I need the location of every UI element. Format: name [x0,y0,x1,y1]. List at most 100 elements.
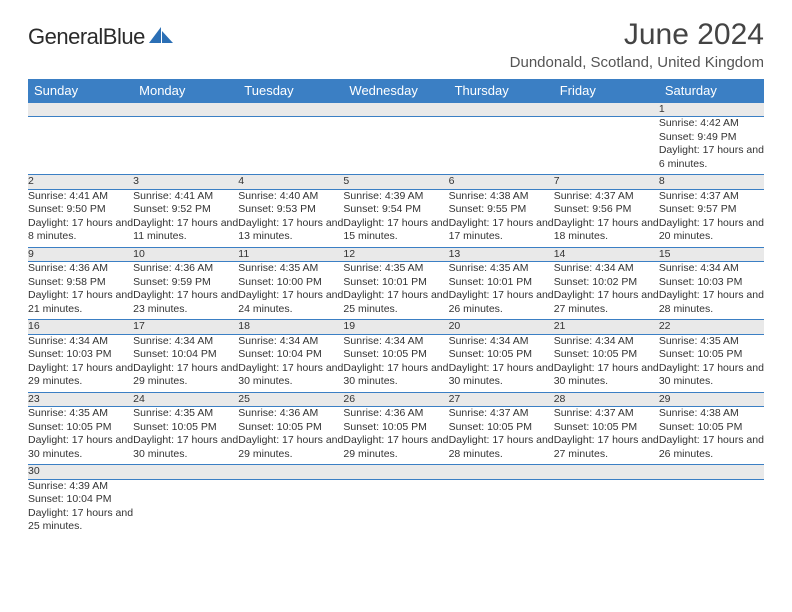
day-number: 25 [238,392,343,406]
day-number: 9 [28,247,133,261]
day-number [659,465,764,479]
day-number: 1 [659,103,764,117]
day-number: 3 [133,175,238,189]
day-number [554,103,659,117]
day-info: Sunrise: 4:36 AMSunset: 10:05 PMDaylight… [343,407,448,465]
day-number: 30 [28,465,133,479]
day-info: Sunrise: 4:39 AMSunset: 9:54 PMDaylight:… [343,189,448,247]
day-number [238,465,343,479]
day-number-row: 2345678 [28,175,764,189]
day-info-row: Sunrise: 4:41 AMSunset: 9:50 PMDaylight:… [28,189,764,247]
weekday-header: Wednesday [343,79,448,103]
day-number [449,103,554,117]
day-number [133,103,238,117]
day-info: Sunrise: 4:35 AMSunset: 10:00 PMDaylight… [238,262,343,320]
day-number [449,465,554,479]
day-info [343,117,448,175]
day-info: Sunrise: 4:34 AMSunset: 10:05 PMDaylight… [554,334,659,392]
day-info [133,117,238,175]
day-number: 19 [343,320,448,334]
day-number-row: 1 [28,103,764,117]
day-number: 21 [554,320,659,334]
day-number [554,465,659,479]
day-number: 16 [28,320,133,334]
day-info: Sunrise: 4:39 AMSunset: 10:04 PMDaylight… [28,479,133,537]
day-info: Sunrise: 4:35 AMSunset: 10:05 PMDaylight… [28,407,133,465]
day-info: Sunrise: 4:41 AMSunset: 9:52 PMDaylight:… [133,189,238,247]
day-number [238,103,343,117]
day-info-row: Sunrise: 4:42 AMSunset: 9:49 PMDaylight:… [28,117,764,175]
location: Dundonald, Scotland, United Kingdom [510,54,764,71]
day-info: Sunrise: 4:34 AMSunset: 10:03 PMDaylight… [659,262,764,320]
day-info: Sunrise: 4:42 AMSunset: 9:49 PMDaylight:… [659,117,764,175]
day-number: 26 [343,392,448,406]
day-info: Sunrise: 4:37 AMSunset: 9:57 PMDaylight:… [659,189,764,247]
day-info-row: Sunrise: 4:36 AMSunset: 9:58 PMDaylight:… [28,262,764,320]
day-info-row: Sunrise: 4:34 AMSunset: 10:03 PMDaylight… [28,334,764,392]
weekday-header: Saturday [659,79,764,103]
day-info: Sunrise: 4:34 AMSunset: 10:04 PMDaylight… [133,334,238,392]
day-info: Sunrise: 4:35 AMSunset: 10:01 PMDaylight… [343,262,448,320]
day-info [554,117,659,175]
day-number [28,103,133,117]
brand-name: GeneralBlue [28,24,145,50]
weekday-header: Monday [133,79,238,103]
day-info: Sunrise: 4:36 AMSunset: 10:05 PMDaylight… [238,407,343,465]
day-number: 23 [28,392,133,406]
day-number: 10 [133,247,238,261]
day-number [133,465,238,479]
day-number: 4 [238,175,343,189]
day-number: 28 [554,392,659,406]
weekday-header: Tuesday [238,79,343,103]
day-info: Sunrise: 4:37 AMSunset: 10:05 PMDaylight… [449,407,554,465]
day-info: Sunrise: 4:40 AMSunset: 9:53 PMDaylight:… [238,189,343,247]
day-number-row: 23242526272829 [28,392,764,406]
day-number-row: 16171819202122 [28,320,764,334]
day-number: 13 [449,247,554,261]
day-info-row: Sunrise: 4:35 AMSunset: 10:05 PMDaylight… [28,407,764,465]
brand-logo: GeneralBlue [28,24,175,50]
day-info: Sunrise: 4:37 AMSunset: 9:56 PMDaylight:… [554,189,659,247]
day-info [238,479,343,537]
weekday-header: Friday [554,79,659,103]
header: GeneralBlue June 2024 Dundonald, Scotlan… [28,18,764,71]
day-info: Sunrise: 4:34 AMSunset: 10:03 PMDaylight… [28,334,133,392]
day-number: 22 [659,320,764,334]
day-number: 27 [449,392,554,406]
day-info [659,479,764,537]
day-info: Sunrise: 4:36 AMSunset: 9:59 PMDaylight:… [133,262,238,320]
calendar-table: Sunday Monday Tuesday Wednesday Thursday… [28,79,764,537]
day-info: Sunrise: 4:34 AMSunset: 10:05 PMDaylight… [449,334,554,392]
day-number [343,103,448,117]
day-number: 11 [238,247,343,261]
day-info: Sunrise: 4:41 AMSunset: 9:50 PMDaylight:… [28,189,133,247]
day-info: Sunrise: 4:34 AMSunset: 10:04 PMDaylight… [238,334,343,392]
sail-icon [147,25,175,45]
day-info [133,479,238,537]
day-info: Sunrise: 4:35 AMSunset: 10:05 PMDaylight… [133,407,238,465]
day-number: 20 [449,320,554,334]
title-block: June 2024 Dundonald, Scotland, United Ki… [510,18,764,71]
day-info [343,479,448,537]
day-number: 12 [343,247,448,261]
day-info: Sunrise: 4:34 AMSunset: 10:02 PMDaylight… [554,262,659,320]
day-number: 15 [659,247,764,261]
weekday-header-row: Sunday Monday Tuesday Wednesday Thursday… [28,79,764,103]
day-info [28,117,133,175]
day-info [449,479,554,537]
day-number: 14 [554,247,659,261]
weekday-header: Thursday [449,79,554,103]
day-info-row: Sunrise: 4:39 AMSunset: 10:04 PMDaylight… [28,479,764,537]
weekday-header: Sunday [28,79,133,103]
day-info: Sunrise: 4:35 AMSunset: 10:05 PMDaylight… [659,334,764,392]
day-number: 17 [133,320,238,334]
day-number: 5 [343,175,448,189]
day-number: 7 [554,175,659,189]
day-number: 6 [449,175,554,189]
day-info: Sunrise: 4:38 AMSunset: 10:05 PMDaylight… [659,407,764,465]
day-info: Sunrise: 4:38 AMSunset: 9:55 PMDaylight:… [449,189,554,247]
day-number: 2 [28,175,133,189]
day-info [238,117,343,175]
day-info: Sunrise: 4:34 AMSunset: 10:05 PMDaylight… [343,334,448,392]
day-number: 29 [659,392,764,406]
